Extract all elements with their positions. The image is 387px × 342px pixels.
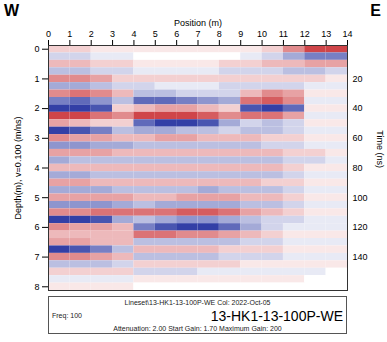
svg-text:8: 8 — [34, 282, 39, 292]
svg-text:100: 100 — [353, 193, 368, 203]
html-text:E: E — [370, 2, 381, 19]
html-text:W: W — [4, 2, 20, 19]
svg-text:11: 11 — [279, 29, 288, 39]
svg-text:1: 1 — [67, 29, 72, 39]
svg-text:3: 3 — [110, 29, 115, 39]
svg-text:14: 14 — [342, 29, 352, 39]
svg-text:Depth(m), v=0.100 (m/ns): Depth(m), v=0.100 (m/ns) — [13, 117, 23, 220]
svg-text:2: 2 — [34, 103, 39, 113]
svg-text:9: 9 — [238, 29, 243, 39]
svg-text:7: 7 — [34, 252, 39, 262]
svg-text:13: 13 — [321, 29, 331, 39]
svg-text:40: 40 — [353, 103, 363, 113]
svg-text:2: 2 — [89, 29, 94, 39]
svg-text:6: 6 — [34, 222, 39, 232]
svg-text:0: 0 — [46, 29, 51, 39]
svg-text:Position (m): Position (m) — [174, 18, 222, 28]
html-text:Lineset\13-HK1-13-100P-WE Col:: Lineset\13-HK1-13-100P-WE Col: 2022-Oct-… — [124, 299, 271, 306]
svg-text:3: 3 — [34, 133, 39, 143]
html-text:Freq: 100: Freq: 100 — [52, 312, 82, 319]
html-text:13-HK1-13-100P-WE: 13-HK1-13-100P-WE — [210, 307, 343, 324]
svg-text:20: 20 — [353, 74, 363, 84]
html-text:Attenuation: 2.00 Start Gain:: Attenuation: 2.00 Start Gain: 1.70 Maxim… — [113, 325, 282, 332]
svg-text:4: 4 — [131, 29, 136, 39]
svg-text:5: 5 — [34, 193, 39, 203]
svg-text:6: 6 — [174, 29, 179, 39]
svg-text:1: 1 — [34, 74, 39, 84]
svg-text:8: 8 — [217, 29, 222, 39]
svg-text:12: 12 — [300, 29, 310, 39]
svg-text:4: 4 — [34, 163, 39, 173]
svg-text:Time (ns): Time (ns) — [375, 130, 385, 168]
svg-text:5: 5 — [153, 29, 158, 39]
svg-text:0: 0 — [34, 44, 39, 54]
svg-text:140: 140 — [353, 252, 368, 262]
svg-text:60: 60 — [353, 133, 363, 143]
svg-text:10: 10 — [257, 29, 267, 39]
svg-text:120: 120 — [353, 222, 368, 232]
svg-text:80: 80 — [353, 163, 363, 173]
svg-text:7: 7 — [195, 29, 200, 39]
